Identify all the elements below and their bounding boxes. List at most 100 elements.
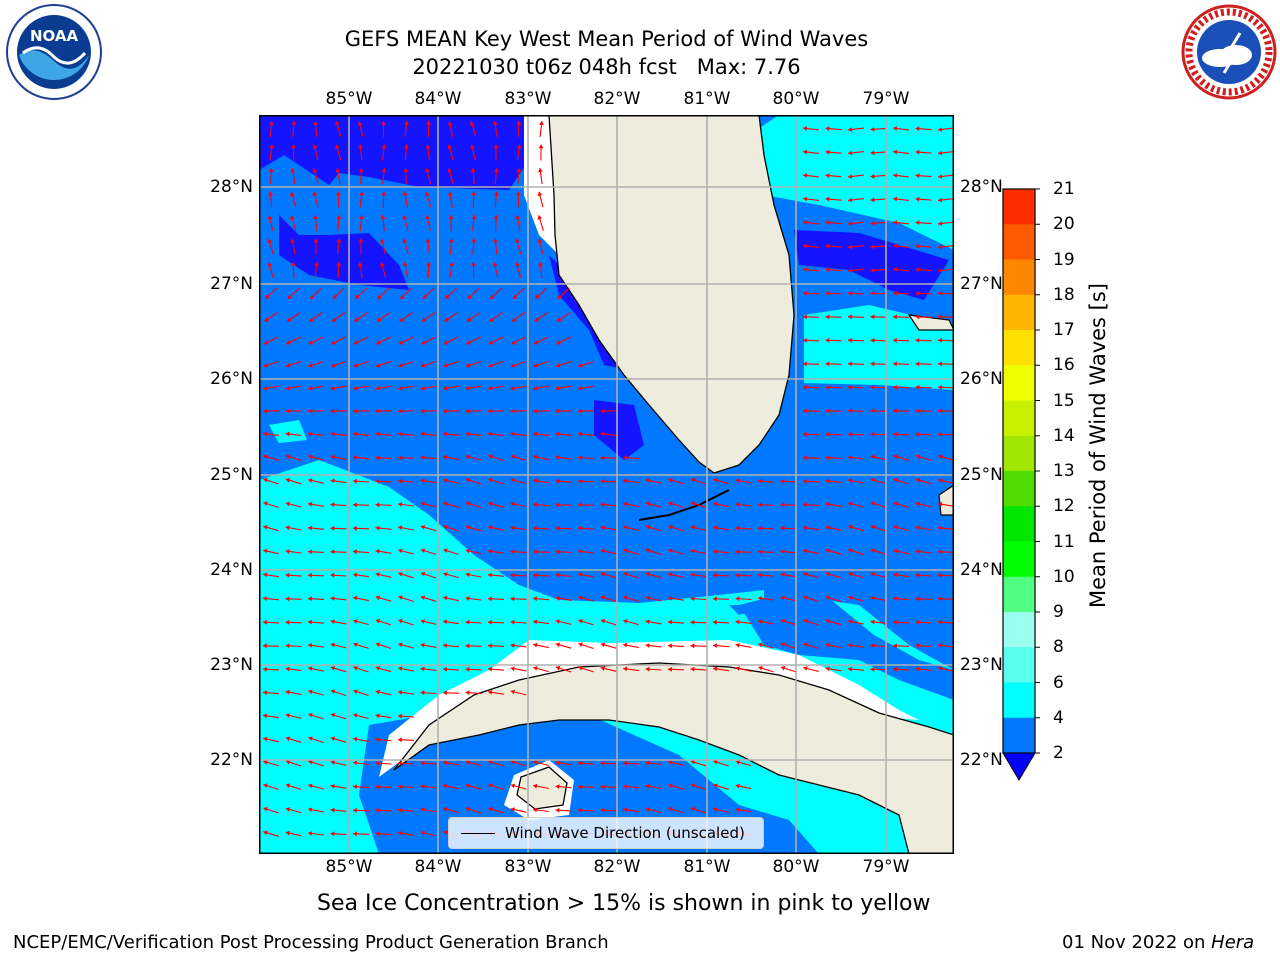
wind-wave-arrowhead xyxy=(623,525,628,530)
wind-wave-arrowhead xyxy=(893,243,898,249)
wind-wave-arrowhead xyxy=(938,619,942,625)
wind-wave-arrowhead xyxy=(330,736,336,742)
wind-wave-arrowhead xyxy=(848,197,853,203)
wind-wave-arrowhead xyxy=(354,317,359,322)
wind-wave-arrowhead xyxy=(488,385,493,391)
wind-wave-arrowhead xyxy=(533,619,538,625)
wind-wave-arrowhead xyxy=(285,501,290,507)
wind-wave-arrowhead xyxy=(375,408,380,414)
wind-wave-arrowhead xyxy=(285,431,290,437)
tick-right-26n: 26°N xyxy=(960,369,1003,389)
wind-wave-arrowhead xyxy=(915,384,920,390)
wind-wave-arrowhead xyxy=(938,502,943,507)
wind-wave-arrowhead xyxy=(534,317,539,322)
wind-wave-arrowhead xyxy=(538,168,543,173)
wind-wave-arrowhead xyxy=(713,783,718,789)
wind-wave-arrowhead xyxy=(381,144,387,149)
wind-wave-arrowhead xyxy=(870,126,875,132)
wind-wave-arrowhead xyxy=(825,290,830,296)
wind-wave-arrowhead xyxy=(555,572,560,578)
colorbar-box xyxy=(1003,471,1035,507)
wind-wave-arrowhead xyxy=(443,807,448,812)
wind-wave-arrowhead xyxy=(893,477,898,483)
wind-wave-arrowhead xyxy=(443,408,447,414)
wind-wave-arrowhead xyxy=(353,340,359,345)
wind-wave-arrowhead xyxy=(375,595,381,601)
wind-wave-arrowhead xyxy=(404,121,409,126)
footer-machine: Hera xyxy=(1211,932,1255,953)
wind-wave-arrowhead xyxy=(735,642,740,648)
wind-wave-arrowhead xyxy=(402,191,408,196)
wind-wave-arrowhead xyxy=(330,502,335,508)
wind-wave-arrowhead xyxy=(263,477,268,483)
wind-wave-arrowhead xyxy=(623,784,628,789)
wind-wave-arrowhead xyxy=(690,806,696,812)
wind-wave-arrowhead xyxy=(555,408,560,414)
wind-wave-arrowhead xyxy=(533,408,537,414)
wind-wave-arrowhead xyxy=(938,384,942,390)
wind-wave-arrowhead xyxy=(556,340,561,345)
wind-wave-arrowhead xyxy=(578,549,583,554)
wind-wave-arrowhead xyxy=(330,689,336,694)
wind-wave-arrowhead xyxy=(285,713,290,718)
colorbar-box xyxy=(1003,224,1035,260)
wind-wave-arrowhead xyxy=(449,262,454,267)
wind-wave-arrowhead xyxy=(600,572,606,577)
wind-wave-arrowhead xyxy=(848,150,853,156)
wind-wave-arrowhead xyxy=(735,549,740,555)
tick-bottom-85w: 85°W xyxy=(325,857,373,877)
wind-wave-arrowhead xyxy=(668,524,673,530)
wind-wave-arrowhead xyxy=(398,548,403,554)
wind-wave-arrowhead xyxy=(443,385,448,391)
wind-wave-arrowhead xyxy=(330,666,336,671)
wind-wave-arrowhead xyxy=(425,168,430,173)
wind-wave-arrowhead xyxy=(285,454,291,459)
wind-wave-arrowhead xyxy=(355,294,360,299)
wind-wave-arrowhead xyxy=(353,572,358,578)
wind-wave-arrowhead xyxy=(353,431,358,437)
wind-wave-arrowhead xyxy=(330,572,335,578)
wind-wave-arrowhead xyxy=(893,196,898,202)
wind-wave-arrowhead xyxy=(263,783,268,788)
wind-wave-arrowhead xyxy=(690,572,695,578)
wind-wave-arrowhead xyxy=(803,525,808,531)
wind-wave-arrowhead xyxy=(555,642,561,648)
wind-wave-arrowhead xyxy=(308,760,313,765)
wind-wave-arrowhead xyxy=(758,642,763,648)
wind-wave-arrowhead xyxy=(510,385,515,391)
wind-wave-arrowhead xyxy=(420,525,426,530)
wind-wave-arrowhead xyxy=(331,317,337,322)
wind-wave-arrowhead xyxy=(470,168,476,172)
wind-wave-arrowhead xyxy=(578,363,583,368)
wind-wave-arrowhead xyxy=(493,215,499,219)
wind-wave-arrowhead xyxy=(555,363,561,368)
wind-wave-arrowhead xyxy=(938,478,943,483)
wind-wave-arrowhead xyxy=(353,595,358,601)
wind-wave-arrowhead xyxy=(690,501,696,507)
wind-wave-arrowhead xyxy=(758,478,763,484)
wind-wave-arrowhead xyxy=(803,408,807,414)
wind-wave-arrowhead xyxy=(690,596,695,602)
wind-wave-arrowhead xyxy=(515,238,520,244)
wind-wave-arrowhead xyxy=(375,642,381,647)
wind-wave-arrowhead xyxy=(358,262,363,267)
wind-wave-arrowhead xyxy=(645,783,650,789)
tick-left-24n: 24°N xyxy=(210,560,253,580)
wind-wave-arrowhead xyxy=(533,572,537,578)
wind-wave-arrowhead xyxy=(308,549,312,555)
wind-wave-arrowhead xyxy=(308,736,313,741)
wind-wave-arrowhead xyxy=(758,619,763,624)
colorbar-box xyxy=(1003,189,1035,225)
wind-wave-arrowhead xyxy=(330,525,335,531)
wind-wave-arrowhead xyxy=(443,478,448,483)
wind-wave-arrowhead xyxy=(893,314,897,320)
wind-wave-arrowhead xyxy=(780,478,785,484)
wind-wave-arrowhead xyxy=(376,317,382,322)
wind-wave-arrowhead xyxy=(263,830,268,836)
wind-wave-arrowhead xyxy=(578,455,582,461)
wind-wave-arrowhead xyxy=(420,760,425,766)
wind-wave-arrowhead xyxy=(353,665,358,671)
sea-ice-note: Sea Ice Concentration > 15% is shown in … xyxy=(317,891,931,916)
wind-wave-arrowhead xyxy=(555,760,560,766)
wind-wave-arrowhead xyxy=(330,596,335,601)
